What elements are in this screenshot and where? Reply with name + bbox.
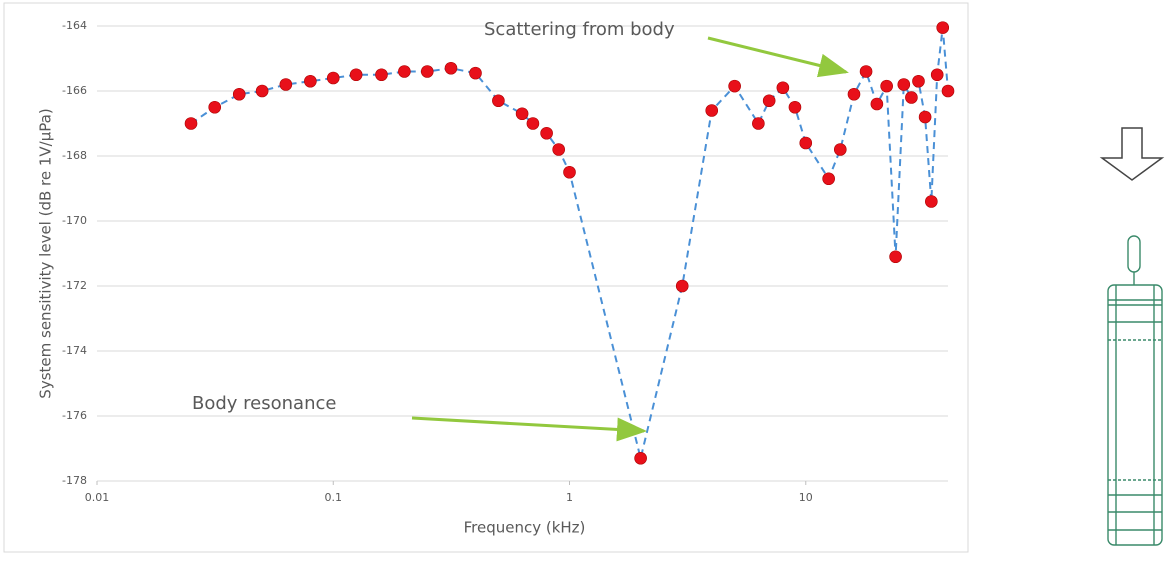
x-tick-label: 10 <box>799 491 813 504</box>
y-tick-label: -178 <box>62 474 87 487</box>
annotation-arrow <box>411 416 647 442</box>
down-arrow <box>1099 127 1165 181</box>
data-point <box>420 65 434 78</box>
y-tick-label: -176 <box>62 409 87 422</box>
data-point <box>326 71 340 85</box>
data-point <box>859 65 873 78</box>
data-point <box>634 451 647 465</box>
plot: -164 -166 -168 -170 -172 -174 -176 -178 0.01 0.1 1… <box>37 19 955 537</box>
data-point <box>515 107 529 121</box>
y-tick-label: -172 <box>62 279 87 292</box>
data-point <box>880 79 893 93</box>
data-point <box>540 126 553 140</box>
y-tick-label: -168 <box>62 149 87 162</box>
data-point <box>941 84 955 98</box>
data-point <box>930 68 944 82</box>
data-point <box>279 78 293 91</box>
annotation: Body resonance <box>192 393 336 414</box>
y-tick-label: -170 <box>62 214 87 227</box>
annotation: Scattering from body <box>484 19 675 40</box>
data-point <box>675 279 689 293</box>
data-point <box>925 195 938 208</box>
data-point <box>184 117 198 130</box>
data-point <box>752 117 765 130</box>
data-point <box>375 68 388 82</box>
data-point <box>799 136 813 150</box>
data-point <box>918 110 932 124</box>
data-point <box>788 100 802 114</box>
data-point <box>349 68 363 82</box>
data-point <box>492 94 505 108</box>
data-point <box>822 172 835 186</box>
data-point <box>897 78 911 91</box>
y-tick-label: -174 <box>62 344 87 357</box>
data-point <box>552 143 565 156</box>
chart-border <box>3 2 969 553</box>
y-tick-label: -164 <box>62 19 87 32</box>
data-point <box>398 65 411 78</box>
data-point <box>905 91 918 104</box>
hydrophone <box>1107 235 1163 546</box>
annotation-arrow <box>707 36 849 78</box>
x-tick-label: 0.1 <box>325 491 343 504</box>
data-point <box>847 87 861 101</box>
data-point <box>526 117 540 130</box>
y-axis-label: System sensitivity level (dB re 1V/µPa) <box>37 108 55 398</box>
data-point <box>232 87 246 101</box>
data-point <box>912 74 925 88</box>
data-point <box>304 74 317 88</box>
data-point <box>870 97 884 111</box>
data-point <box>255 84 269 98</box>
data-point <box>563 165 576 179</box>
data-point <box>469 66 482 80</box>
x-axis-label: Frequency (kHz) <box>464 519 586 537</box>
data-point <box>444 61 458 75</box>
data-point <box>936 21 950 34</box>
data-point <box>728 79 741 93</box>
data-point <box>762 94 776 108</box>
data-point <box>208 100 222 114</box>
data-point <box>889 250 902 264</box>
y-tick-label: -166 <box>62 84 87 97</box>
data-point <box>776 81 790 95</box>
x-tick-label: 0.01 <box>85 491 110 504</box>
data-point <box>833 143 847 156</box>
data-point <box>705 104 719 117</box>
x-tick-label: 1 <box>566 491 573 504</box>
